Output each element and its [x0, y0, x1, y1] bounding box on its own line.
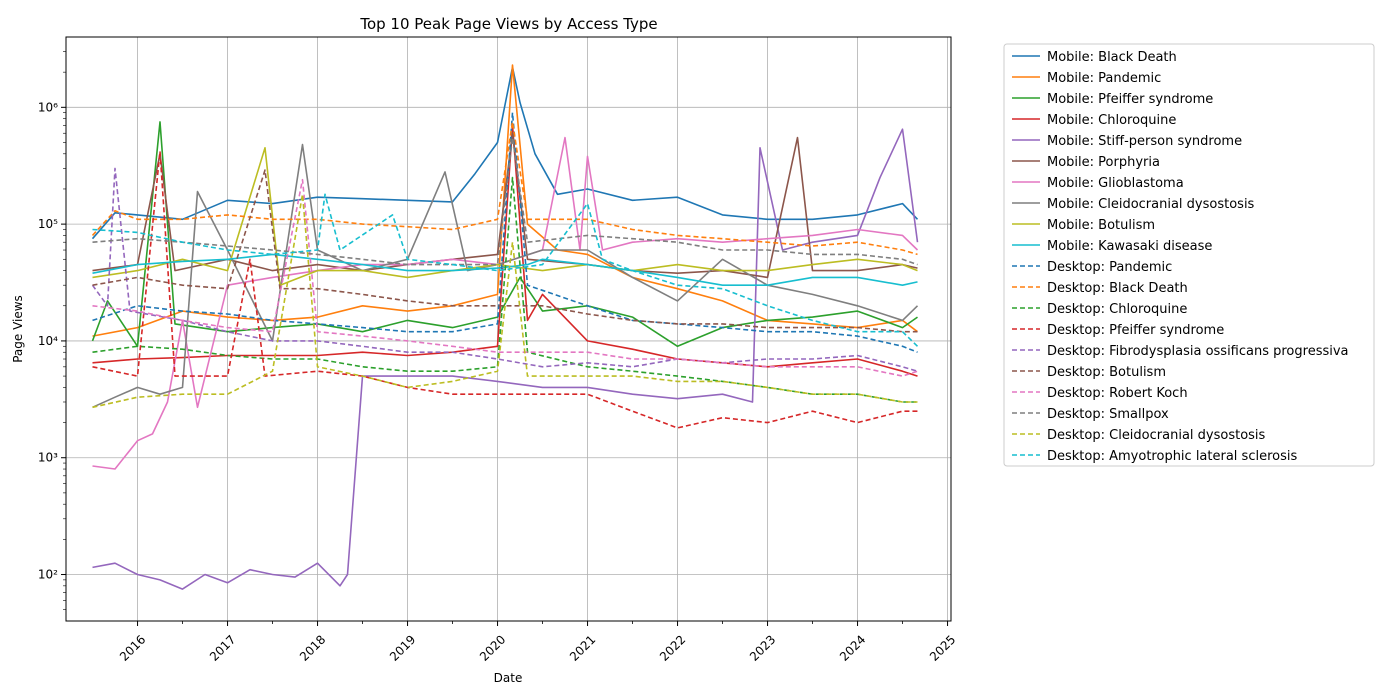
legend-label: Mobile: Cleidocranial dysostosis	[1047, 197, 1255, 212]
series-line	[92, 111, 918, 353]
series-lines	[91, 64, 919, 590]
series-line	[91, 121, 918, 256]
chart-title: Top 10 Peak Page Views by Access Type	[359, 15, 657, 33]
y-tick-label: 10²	[38, 568, 58, 582]
plot-frame	[65, 36, 952, 622]
series-line	[92, 169, 918, 333]
x-tick-label: 2023	[747, 632, 778, 663]
grid	[66, 37, 951, 621]
series-line	[91, 167, 918, 372]
legend-label: Mobile: Botulism	[1047, 218, 1155, 233]
series-line	[92, 128, 919, 590]
legend-label: Mobile: Black Death	[1047, 50, 1177, 65]
series-line	[92, 178, 918, 377]
legend-label: Desktop: Pandemic	[1047, 260, 1172, 275]
legend-label: Mobile: Stiff-person syndrome	[1047, 134, 1242, 149]
legend-label: Desktop: Black Death	[1047, 281, 1188, 296]
legend-box	[1003, 43, 1375, 467]
series-line	[92, 176, 918, 403]
legend-label: Desktop: Fibrodysplasia ossificans progr…	[1047, 344, 1349, 359]
x-axis: 2016 2017 2018 2019 2020 2021 2022 2023 2024 2025	[117, 621, 958, 664]
legend: Mobile: Black Death Mobile: Pandemic Mobil…	[1003, 43, 1375, 467]
legend-label: Desktop: Robert Koch	[1047, 386, 1188, 401]
series-line	[92, 64, 918, 337]
series-line	[92, 124, 918, 377]
legend-label: Mobile: Kawasaki disease	[1047, 239, 1212, 254]
legend-label: Mobile: Porphyria	[1047, 155, 1160, 170]
legend-label: Desktop: Smallpox	[1047, 407, 1169, 422]
x-axis-label: Date	[494, 671, 523, 685]
x-tick-label: 2021	[567, 632, 598, 663]
x-tick-label: 2022	[657, 632, 688, 663]
x-tick-label: 2020	[477, 632, 508, 663]
y-tick-label: 10⁴	[38, 334, 58, 348]
legend-label: Mobile: Pandemic	[1047, 71, 1161, 86]
y-tick-label: 10⁵	[38, 217, 58, 231]
series-line	[92, 150, 918, 429]
legend-label: Desktop: Amyotrophic lateral sclerosis	[1047, 449, 1297, 464]
legend-label: Desktop: Botulism	[1047, 365, 1166, 380]
y-axis: 10² 10³ 10⁴ 10⁵ 10⁶	[38, 51, 66, 610]
legend-label: Mobile: Glioblastoma	[1047, 176, 1184, 191]
x-tick-label: 2017	[207, 632, 238, 663]
y-tick-label: 10⁶	[38, 100, 58, 114]
y-axis-label: Page Views	[11, 295, 25, 363]
y-tick-label: 10³	[38, 451, 58, 465]
series-line	[92, 132, 918, 279]
series-line	[92, 253, 918, 286]
legend-label: Desktop: Cleidocranial dysostosis	[1047, 428, 1266, 443]
legend-label: Desktop: Chloroquine	[1047, 302, 1187, 317]
legend-label: Mobile: Chloroquine	[1047, 113, 1176, 128]
x-tick-label: 2016	[117, 632, 148, 663]
x-tick-label: 2025	[927, 632, 958, 663]
x-tick-label: 2019	[387, 632, 418, 663]
x-tick-label: 2024	[837, 632, 868, 663]
legend-label: Desktop: Pfeiffer syndrome	[1047, 323, 1224, 338]
legend-label: Mobile: Pfeiffer syndrome	[1047, 92, 1213, 107]
series-line	[92, 147, 918, 286]
x-tick-label: 2018	[297, 632, 328, 663]
series-line	[92, 193, 918, 409]
